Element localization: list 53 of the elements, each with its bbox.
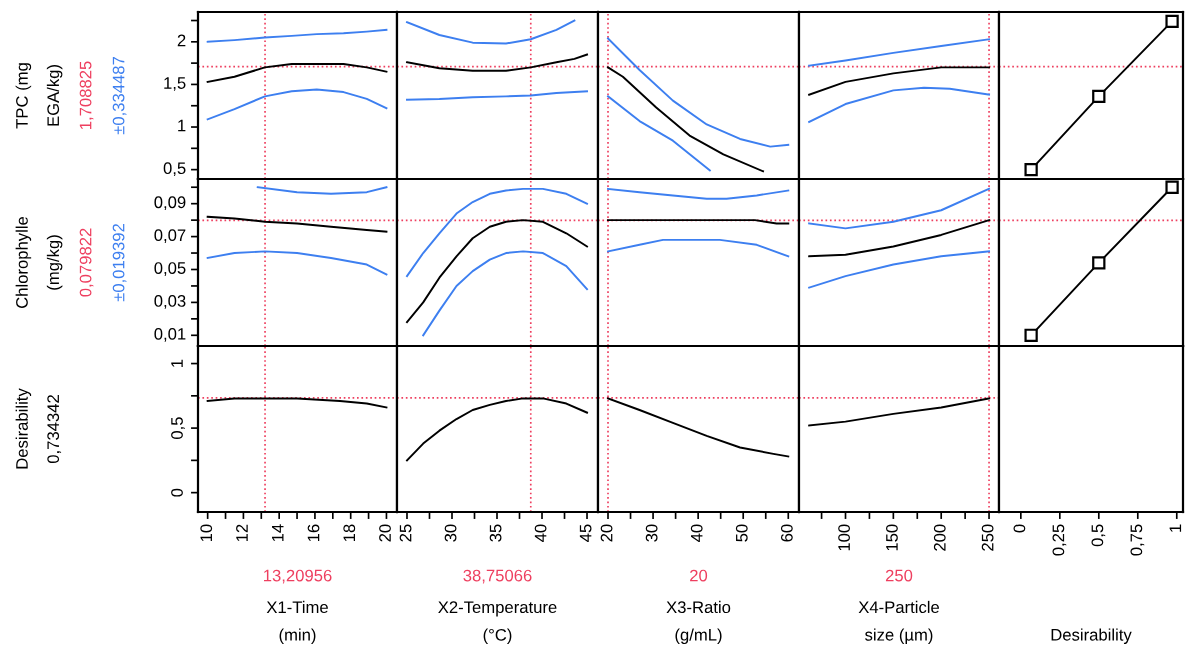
x-tick-label: 200 [933,524,946,551]
x-tick-label: 40 [534,524,547,542]
y-tick-label: 0,05 [154,262,186,276]
y-axis-title: Chlorophylle (mg/kg) [15,216,63,308]
y-tick-label: 1 [178,119,186,132]
x-tick-label: 12 [236,524,248,542]
y-tick-label: 1,5 [164,77,186,91]
x-tick-label: 10 [200,524,213,542]
y-tick-label: 1 [171,359,183,367]
x-axis-title: Desirability [1051,628,1132,644]
x-tick-label: 250 [981,524,994,551]
y-tick-label: 0,03 [154,295,186,309]
y-tick-label: 0,5 [171,417,185,440]
y-tick-label: 0,5 [163,162,186,177]
y-tick-label: 0,01 [154,327,186,342]
x-tick-label: 1 [1169,524,1182,532]
x-tick-label: 14 [272,524,284,542]
ref-line-label: 20 [690,569,708,582]
ref-line-label: 250 [885,569,913,582]
x-tick-label: 50 [735,524,748,542]
x-tick-label: 20 [600,524,613,542]
x-tick-label: 25 [399,524,412,542]
x-tick-label: 18 [343,524,356,542]
x-tick-label: 0,75 [1130,524,1145,556]
ref-line-label: 0,079822 [79,228,94,297]
x-tick-label: 35 [489,524,502,542]
x-tick-label: 20 [379,524,391,542]
y-axis-title: Desirability 0,734342 [15,388,62,469]
x-tick-label: 150 [886,524,898,551]
x-axis-title: X3-Ratio (g/mL) [666,600,731,644]
ref-line-label: 38,75066 [463,569,532,584]
text: ±0,334487 [112,57,127,135]
y-axis-title: TPC (mg EGA/kg) [15,63,63,129]
x-tick-label: 30 [645,524,658,542]
x-tick-label: 60 [780,524,793,542]
text: ±0,019392 [112,224,127,302]
y-tick-label: 0,09 [154,196,186,211]
x-tick-label: 100 [838,524,850,551]
x-tick-label: 16 [307,524,320,542]
y-tick-label: 0,07 [154,229,186,244]
x-tick-label: 40 [690,524,703,542]
x-axis-title: X4-Particle size (µm) [858,600,940,644]
x-axis-title: X2-Temperature (°C) [438,601,557,644]
x-tick-label: 0 [1013,524,1026,533]
x-tick-label: 45 [579,524,592,542]
y-tick-label: 2 [177,34,186,47]
ref-line-label: 13,20956 [264,569,332,584]
ref-line-label: 1,708825 [79,61,94,129]
x-tick-label: 0,25 [1052,524,1067,556]
x-tick-label: 0,5 [1091,524,1106,547]
y-tick-label: 0 [171,488,183,497]
x-axis-title: X1-Time (min) [266,600,328,644]
x-tick-label: 30 [444,524,457,542]
